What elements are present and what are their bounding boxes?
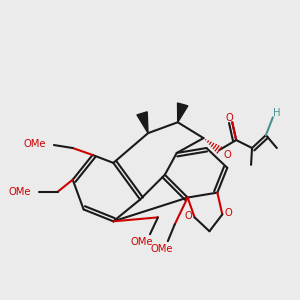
- Text: O: O: [224, 150, 231, 160]
- Text: OMe: OMe: [9, 187, 31, 196]
- Text: OMe: OMe: [23, 139, 46, 149]
- Polygon shape: [137, 112, 148, 133]
- Text: O: O: [185, 211, 193, 221]
- Text: O: O: [225, 113, 233, 123]
- Text: O: O: [224, 208, 232, 218]
- Text: H: H: [273, 108, 280, 118]
- Text: OMe: OMe: [151, 244, 173, 254]
- Text: OMe: OMe: [131, 237, 153, 247]
- Polygon shape: [178, 103, 188, 122]
